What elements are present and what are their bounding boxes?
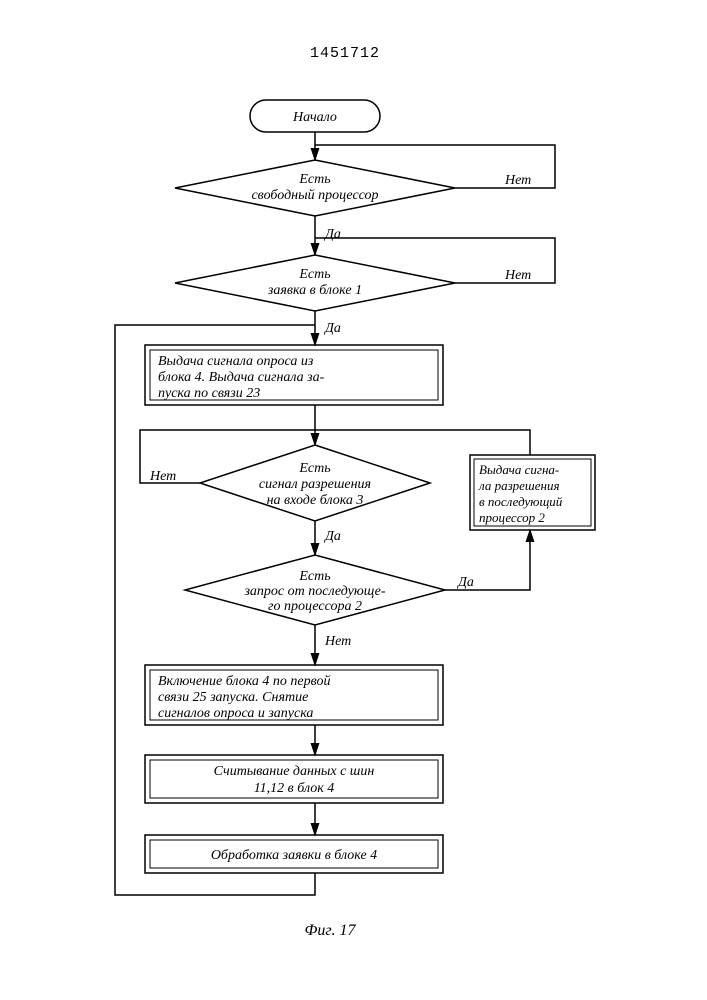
label-yes-d2: Да <box>323 321 341 336</box>
node-p1: Выдача сигнала опроса из блока 4. Выдача… <box>145 345 443 405</box>
svg-text:сигналов опроса и запуска: сигналов опроса и запуска <box>158 706 313 721</box>
svg-text:Считывание данных с шин: Считывание данных с шин <box>214 764 375 779</box>
label-yes-d3: Да <box>323 529 341 544</box>
svg-text:пуска по связи 23: пуска по связи 23 <box>158 386 260 401</box>
svg-text:11,12 в блок 4: 11,12 в блок 4 <box>254 781 335 796</box>
svg-text:Включение блока 4 по первой: Включение блока 4 по первой <box>158 674 331 689</box>
svg-text:связи 25 запуска. Снятие: связи 25 запуска. Снятие <box>158 690 308 705</box>
label-no-d2: Нет <box>504 268 531 283</box>
svg-text:Есть: Есть <box>298 461 330 476</box>
svg-text:Начало: Начало <box>292 110 337 125</box>
svg-text:блока 4. Выдача сигнала за-: блока 4. Выдача сигнала за- <box>158 370 325 385</box>
node-p2: Включение блока 4 по первой связи 25 зап… <box>145 665 443 725</box>
label-no-d3: Нет <box>149 469 176 484</box>
svg-text:ла разрешения: ла разрешения <box>478 478 560 493</box>
svg-text:сигнал разрешения: сигнал разрешения <box>259 477 371 492</box>
svg-text:Есть: Есть <box>298 569 330 584</box>
node-d4: Есть запрос от последующе- го процессора… <box>185 555 445 625</box>
node-p-side: Выдача сигна- ла разрешения в последующи… <box>470 455 595 530</box>
svg-text:в последующий: в последующий <box>479 494 563 509</box>
svg-text:го процессора 2: го процессора 2 <box>268 599 362 614</box>
svg-text:заявка в блоке 1: заявка в блоке 1 <box>267 283 362 298</box>
svg-text:Обработка заявки в блоке 4: Обработка заявки в блоке 4 <box>211 848 377 863</box>
flowchart: Начало Есть свободный процессор Нет Да Е… <box>0 0 707 1000</box>
label-yes-d1: Да <box>323 227 341 242</box>
svg-text:на входе блока 3: на входе блока 3 <box>267 493 364 508</box>
svg-text:Выдача сигнала опроса из: Выдача сигнала опроса из <box>158 354 314 369</box>
svg-text:процессор 2: процессор 2 <box>479 510 545 525</box>
svg-text:запрос от последующе-: запрос от последующе- <box>243 584 385 599</box>
label-yes-d4: Да <box>456 575 474 590</box>
node-p3: Считывание данных с шин 11,12 в блок 4 <box>145 755 443 803</box>
label-no-d1: Нет <box>504 173 531 188</box>
svg-text:Выдача сигна-: Выдача сигна- <box>479 462 559 477</box>
node-p4: Обработка заявки в блоке 4 <box>145 835 443 873</box>
svg-text:свободный процессор: свободный процессор <box>251 188 378 203</box>
node-start: Начало <box>250 100 380 132</box>
label-no-d4: Нет <box>324 634 351 649</box>
node-d3: Есть сигнал разрешения на входе блока 3 <box>200 445 430 521</box>
figure-caption: Фиг. 17 <box>305 922 357 939</box>
svg-text:Есть: Есть <box>298 172 330 187</box>
node-d2: Есть заявка в блоке 1 <box>175 255 455 311</box>
svg-text:Есть: Есть <box>298 267 330 282</box>
node-d1: Есть свободный процессор <box>175 160 455 216</box>
